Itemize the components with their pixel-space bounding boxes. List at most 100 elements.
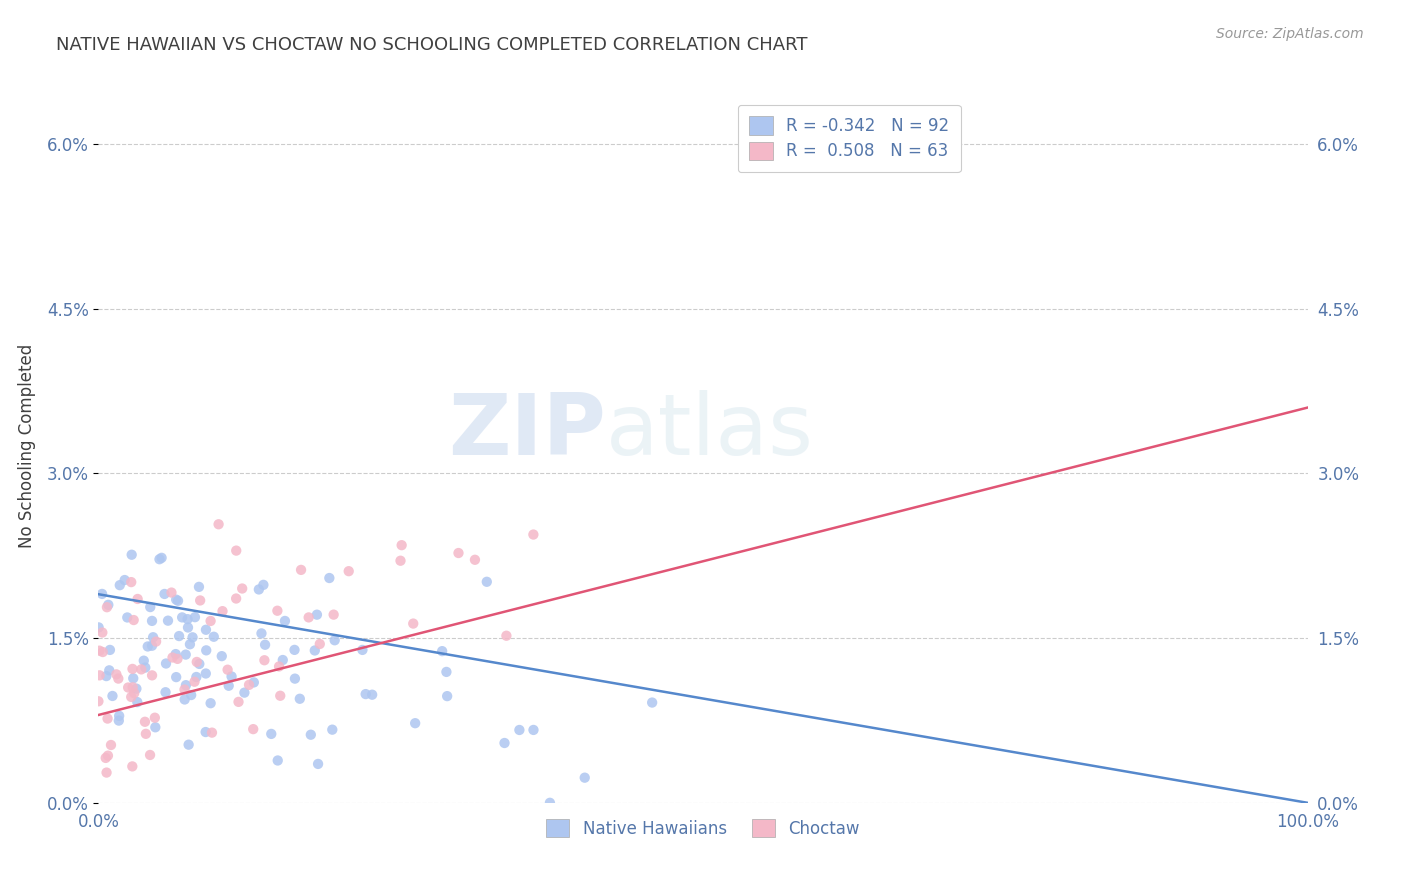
- Point: [117, 681, 139, 695]
- Point: [188, 657, 211, 671]
- Point: [322, 607, 344, 622]
- Point: [218, 679, 240, 693]
- Point: [97, 748, 120, 763]
- Point: [475, 574, 498, 589]
- Point: [404, 716, 426, 731]
- Point: [153, 587, 176, 601]
- Point: [354, 687, 377, 701]
- Point: [122, 613, 145, 627]
- Point: [211, 604, 233, 618]
- Point: [298, 610, 321, 624]
- Point: [299, 728, 322, 742]
- Point: [96, 712, 118, 726]
- Point: [136, 640, 159, 654]
- Point: [574, 771, 596, 785]
- Point: [247, 582, 270, 597]
- Legend: Native Hawaiians, Choctaw: Native Hawaiians, Choctaw: [540, 813, 866, 845]
- Point: [195, 643, 218, 657]
- Point: [105, 667, 128, 681]
- Point: [165, 647, 187, 661]
- Point: [321, 723, 343, 737]
- Point: [361, 688, 384, 702]
- Point: [160, 585, 183, 599]
- Point: [107, 672, 129, 686]
- Point: [121, 681, 143, 695]
- Point: [207, 517, 229, 532]
- Point: [179, 637, 201, 651]
- Point: [139, 600, 162, 615]
- Point: [494, 736, 516, 750]
- Point: [91, 625, 114, 640]
- Point: [97, 598, 120, 612]
- Point: [96, 765, 118, 780]
- Point: [430, 644, 453, 658]
- Point: [194, 623, 217, 637]
- Point: [87, 694, 110, 708]
- Point: [139, 747, 162, 762]
- Point: [127, 591, 149, 606]
- Point: [243, 675, 266, 690]
- Point: [162, 650, 184, 665]
- Point: [134, 714, 156, 729]
- Point: [141, 668, 163, 682]
- Point: [167, 629, 190, 643]
- Point: [142, 630, 165, 644]
- Point: [101, 689, 124, 703]
- Point: [202, 630, 225, 644]
- Point: [177, 738, 200, 752]
- Point: [87, 620, 110, 634]
- Point: [121, 662, 143, 676]
- Point: [211, 649, 233, 664]
- Point: [200, 614, 222, 628]
- Point: [436, 689, 458, 703]
- Point: [122, 671, 145, 685]
- Point: [120, 690, 142, 704]
- Point: [188, 593, 211, 607]
- Point: [96, 600, 118, 615]
- Point: [165, 670, 187, 684]
- Point: [337, 564, 360, 578]
- Point: [267, 754, 290, 768]
- Point: [200, 696, 222, 710]
- Point: [135, 727, 157, 741]
- Point: [228, 695, 250, 709]
- Point: [266, 604, 288, 618]
- Point: [121, 759, 143, 773]
- Point: [188, 580, 211, 594]
- Point: [176, 612, 198, 626]
- Y-axis label: No Schooling Completed: No Schooling Completed: [18, 344, 35, 548]
- Point: [108, 709, 131, 723]
- Point: [94, 751, 117, 765]
- Point: [108, 714, 131, 728]
- Point: [391, 538, 413, 552]
- Point: [143, 711, 166, 725]
- Point: [225, 543, 247, 558]
- Point: [89, 643, 111, 657]
- Point: [436, 665, 458, 679]
- Point: [522, 527, 544, 541]
- Point: [318, 571, 340, 585]
- Point: [120, 575, 142, 590]
- Point: [117, 610, 139, 624]
- Point: [253, 653, 276, 667]
- Point: [242, 722, 264, 736]
- Point: [174, 678, 197, 692]
- Point: [254, 638, 277, 652]
- Point: [167, 594, 190, 608]
- Point: [260, 727, 283, 741]
- Point: [283, 643, 305, 657]
- Point: [122, 686, 145, 700]
- Point: [114, 573, 136, 587]
- Point: [184, 610, 207, 624]
- Point: [274, 614, 297, 628]
- Point: [166, 652, 188, 666]
- Point: [304, 643, 326, 657]
- Text: Source: ZipAtlas.com: Source: ZipAtlas.com: [1216, 27, 1364, 41]
- Point: [183, 674, 205, 689]
- Point: [508, 723, 530, 737]
- Point: [172, 610, 194, 624]
- Point: [129, 662, 152, 676]
- Point: [155, 657, 177, 671]
- Point: [225, 591, 247, 606]
- Point: [150, 550, 173, 565]
